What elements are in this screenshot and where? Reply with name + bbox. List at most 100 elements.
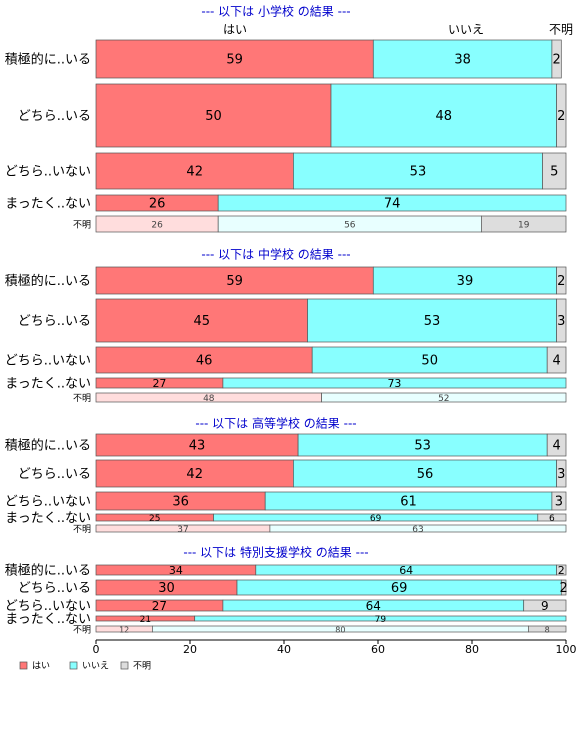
data-label: 56 [344,221,356,231]
category-label: どちら..いない [5,165,91,180]
data-label: 5 [550,165,558,180]
x-tick-label: 80 [465,643,479,656]
data-label: 64 [399,564,413,577]
bar-segment-unknown [556,298,567,343]
category-label: まったく..ない [5,511,91,526]
data-label: 45 [193,314,210,329]
series-label-yes: はい [223,23,247,37]
x-tick-label: 20 [183,643,197,656]
category-label: まったく..ない [5,612,91,627]
panel-2: --- 以下は 中学校 の結果 --- 積極的に..いる 59 39 2 どちら..いる 4… [5,247,567,404]
category-label: どちら..いる [18,109,91,124]
data-label: 53 [414,439,431,454]
data-label: 56 [417,467,434,482]
data-label: 2 [552,53,560,68]
data-label: 3 [557,314,565,329]
category-label: 積極的に..いる [5,273,91,289]
bar-segment-yes [95,266,374,295]
bar-segment-unknown [537,513,567,522]
category-label: どちら..いない [5,495,91,510]
category-label: 積極的に..いる [5,438,91,454]
panel-title: --- 以下は 小学校 の結果 --- [201,4,350,19]
data-label: 36 [172,495,189,510]
panel-3: --- 以下は 高等学校 の結果 --- 積極的に..いる 43 53 4 どちら..いる… [5,416,567,535]
data-label: 42 [186,165,203,180]
bar-segment-yes [95,152,294,190]
bar-segment-yes [95,39,374,79]
data-label: 64 [366,599,381,613]
legend-swatch-yes [19,661,28,670]
bar-segment-no [372,266,557,295]
data-label: 74 [384,197,401,212]
data-label: 2 [557,274,565,289]
legend-label-no: いいえ [82,661,109,672]
x-tick-label: 40 [277,643,291,656]
data-label: 3 [555,495,563,510]
data-label: 25 [149,514,160,524]
data-label: 38 [454,53,471,68]
data-label: 37 [177,525,188,535]
data-label: 19 [518,221,530,231]
panel-title: --- 以下は 高等学校 の結果 --- [195,416,356,431]
x-tick-label: 100 [556,643,577,656]
category-label: どちら..いない [5,354,91,369]
data-label: 12 [119,626,129,635]
bar-segment-unknown [542,152,567,190]
bar-segment-unknown [556,83,567,148]
bar-segment-unknown [546,346,567,374]
data-label: 4 [552,354,560,369]
data-label: 50 [421,354,438,369]
category-label: どちら..いない [5,599,91,614]
data-label: 2 [558,564,565,577]
data-label: 61 [400,495,417,510]
data-label: 34 [169,564,183,577]
bar-segment-no [194,615,567,622]
bar-segment-yes [95,346,313,374]
category-label: どちら..いる [18,581,91,596]
data-label: 2 [557,109,565,124]
bar-segment-no [307,298,557,343]
data-label: 50 [205,109,222,124]
bar-segment-no [311,346,548,374]
bar-segment-unknown [556,266,567,295]
bar-segment-unknown [546,433,567,457]
data-label: 53 [424,314,441,329]
bar-segment-no [217,194,567,212]
legend-swatch-no [69,661,78,670]
bar-segment-unknown [523,599,567,612]
category-label: まったく..ない [5,377,91,392]
category-label: 積極的に..いる [5,563,91,579]
data-label: 79 [375,615,387,625]
bar-segment-no [222,377,567,389]
category-label: どちら..いる [18,314,91,329]
data-label: 80 [335,626,345,635]
panel-title: --- 以下は 特別支援学校 の結果 --- [183,545,368,560]
legend-label-yes: はい [32,661,50,672]
category-label: 不明 [73,220,91,231]
x-tick-label: 0 [93,643,100,656]
data-label: 63 [412,525,423,535]
data-label: 59 [226,274,243,289]
bar-segment-unknown [551,491,567,511]
x-tick-label: 60 [371,643,385,656]
data-label: 46 [196,354,213,369]
data-label: 53 [410,165,427,180]
data-label: 8 [545,626,550,635]
data-label: 39 [457,274,474,289]
data-label: 59 [226,53,243,68]
data-label: 69 [370,514,382,524]
bar-segment-unknown [556,564,567,576]
panel-1: --- 以下は 小学校 の結果 --- 積極的に..いる 59 38 2 どちら..いる 5… [5,4,567,233]
data-label: 2 [560,581,568,596]
category-label: 積極的に..いる [5,52,91,68]
data-label: 26 [151,221,163,231]
bar-segment-no [321,392,567,403]
data-label: 27 [152,599,167,613]
series-label-no: いいえ [448,23,484,37]
bar-segment-yes [95,298,308,343]
bar-segment-unknown [481,215,567,233]
category-label: 不明 [73,524,91,535]
bar-segment-yes [95,459,294,488]
category-label: 不明 [73,393,91,404]
data-label: 9 [541,599,549,613]
